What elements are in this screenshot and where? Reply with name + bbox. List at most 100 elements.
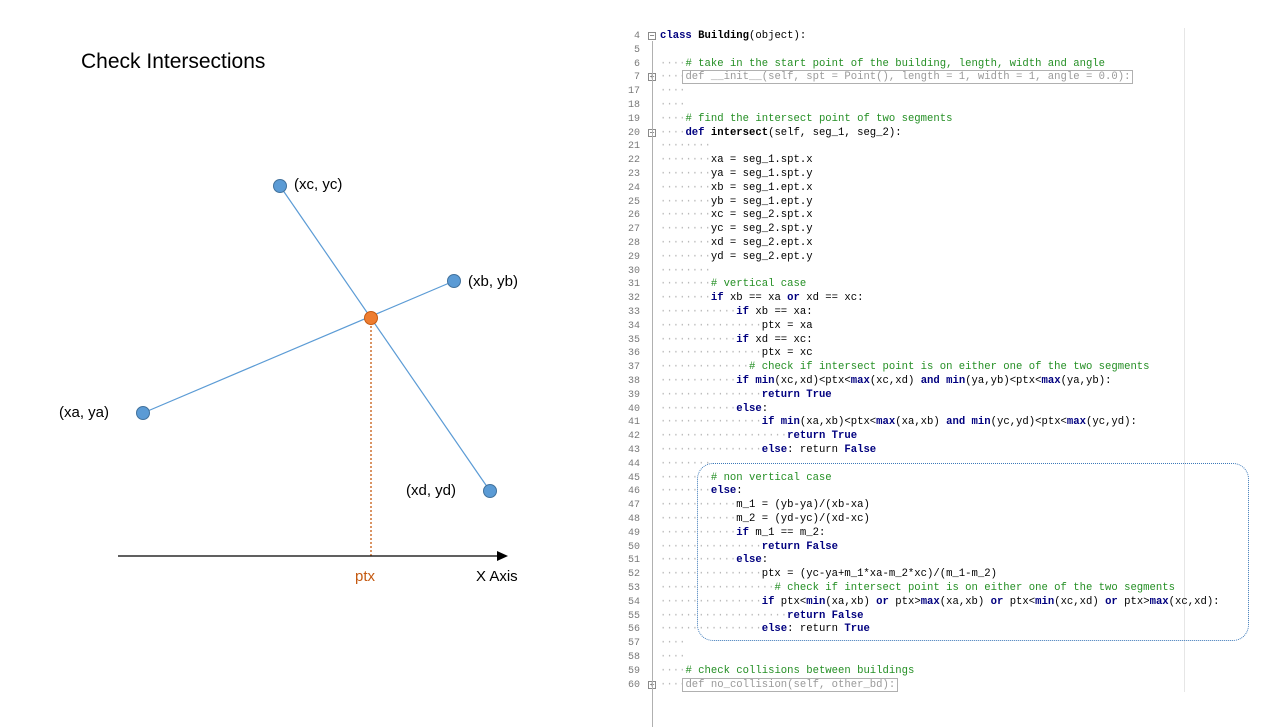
- code-text: ················else: return False: [660, 444, 876, 458]
- indent-guide: ············: [660, 375, 737, 387]
- indent-guide: ············: [660, 306, 737, 318]
- code-token: yc = seg_2.spt.y: [710, 223, 813, 236]
- code-token: (ya,yb)<ptx<: [965, 375, 1042, 387]
- code-token: if: [736, 375, 756, 387]
- code-line: 59 ····# check collisions between buildin…: [618, 665, 1184, 679]
- code-line: 31 ········# vertical case: [618, 278, 1184, 292]
- code-token: ptx>: [1124, 595, 1150, 608]
- code-text: ········yb = seg_1.ept.y: [660, 196, 813, 210]
- code-token: min: [971, 416, 991, 429]
- code-line: 60+····def no_collision(self, other_bd):: [618, 677, 1184, 693]
- line-number: 28: [627, 238, 640, 249]
- code-text: ····················return True: [660, 430, 857, 444]
- line-number: 38: [627, 376, 640, 387]
- code-line: 22 ········xa = seg_1.spt.x: [618, 154, 1184, 168]
- indent-guide: ············: [660, 554, 737, 567]
- code-token: and: [946, 416, 972, 429]
- code-editor[interactable]: 4− class Building(object): 5 6 ····# take in…: [618, 28, 1220, 727]
- line-number: 57: [627, 638, 640, 650]
- indent-guide: ····: [660, 664, 686, 677]
- code-token: xd == xc:: [806, 292, 864, 305]
- code-line: 40 ············else:: [618, 403, 1184, 417]
- code-line: 48 ············m_2 = (yd-yc)/(xd-xc): [618, 513, 1184, 527]
- code-text: ····: [660, 99, 685, 113]
- code-line: 58 ····: [618, 651, 1184, 665]
- code-token: intersect: [710, 126, 769, 139]
- code-text: ····# take in the start point of the bui…: [660, 58, 1105, 72]
- non-vertical-case-highlight: [697, 463, 1249, 641]
- fold-guide: [652, 137, 653, 727]
- code-text: ············if xd == xc:: [660, 334, 813, 348]
- code-token: True: [806, 388, 832, 401]
- code-token: xb == xa: [729, 292, 788, 305]
- indent-guide: ····: [660, 99, 686, 111]
- code-text: ····def no_collision(self, other_bd):: [660, 677, 899, 693]
- code-text: ········if xb == xa or xd == xc:: [660, 292, 863, 306]
- code-token: : return: [787, 444, 845, 456]
- code-token: (xc,xd)<ptx<: [774, 375, 851, 387]
- code-text: ····def __init__(self, spt = Point(), le…: [660, 70, 1134, 85]
- code-token: ptx = xc: [761, 347, 813, 360]
- code-text: ················if ptx<min(xa,xb) or ptx…: [660, 596, 1220, 610]
- point-b: [447, 274, 461, 288]
- code-token: if: [736, 526, 756, 539]
- line-number: 47: [627, 500, 640, 512]
- code-token: (xc,xd): [1054, 595, 1106, 608]
- code-line: 50 ················return False: [618, 541, 1184, 555]
- code-token: ya = seg_1.spt.y: [710, 168, 813, 180]
- line-number: 37: [627, 362, 640, 374]
- indent-guide: ········: [660, 485, 711, 498]
- code-token: xd = seg_2.ept.x: [710, 237, 813, 249]
- code-token: max: [876, 416, 896, 429]
- code-token: (xa,xb): [825, 595, 877, 608]
- code-token: ptx = (yc-ya+m_1*xa-m_2*xc)/(m_1-m_2): [761, 568, 997, 581]
- code-text: ················else: return True: [660, 623, 870, 637]
- code-token: yb = seg_1.ept.y: [710, 195, 813, 208]
- code-text: ················return False: [660, 541, 838, 555]
- segment-c-d: [279, 185, 491, 492]
- code-text: ················if min(xa,xb)<ptx<max(xa…: [660, 416, 1137, 430]
- indent-guide: ········: [660, 237, 711, 249]
- line-number: 52: [627, 569, 640, 581]
- code-line: 52 ················ptx = (yc-ya+m_1*xa-m_…: [618, 568, 1184, 582]
- code-token: (xc,xd): [869, 375, 921, 387]
- indent-guide: ················: [660, 595, 762, 608]
- code-token: return: [787, 609, 832, 622]
- indent-guide: ············: [660, 402, 737, 415]
- code-token: (xc,xd):: [1168, 595, 1220, 608]
- line-number: 44: [627, 458, 640, 470]
- code-line: 4− class Building(object):: [618, 30, 1184, 44]
- x-axis-arrowhead: [497, 551, 508, 561]
- code-text: class Building(object):: [660, 30, 806, 44]
- code-token: def __init__(self, spt = Point(), length…: [682, 70, 1134, 85]
- code-line: 29 ········yd = seg_2.ept.y: [618, 251, 1184, 265]
- code-token: (yc,yd)<ptx<: [990, 416, 1067, 429]
- code-token: xb == xa:: [755, 306, 813, 318]
- indent-guide: ················: [660, 568, 762, 581]
- code-token: and: [920, 375, 947, 387]
- code-token: else: [736, 554, 762, 567]
- code-text: ········xc = seg_2.spt.x: [660, 209, 813, 223]
- indent-guide: ········: [660, 457, 711, 470]
- code-token: : return: [787, 623, 845, 636]
- code-text: ········yd = seg_2.ept.y: [660, 251, 813, 265]
- fold-collapse-icon[interactable]: −: [648, 31, 656, 40]
- line-number: 40: [627, 403, 640, 415]
- line-number: 26: [627, 210, 640, 222]
- code-line: 21 ········: [618, 140, 1184, 154]
- code-line: 34 ················ptx = xa: [618, 320, 1184, 334]
- code-token: True: [831, 430, 858, 443]
- code-token: max: [920, 595, 940, 608]
- code-line: 26 ········xc = seg_2.spt.x: [618, 209, 1184, 223]
- line-number: 54: [627, 596, 640, 608]
- indent-guide: ········: [660, 168, 711, 180]
- code-text: ········: [660, 265, 711, 279]
- code-token: False: [831, 609, 864, 622]
- line-number: 20: [627, 127, 640, 139]
- code-text: ············if min(xc,xd)<ptx<max(xc,xd)…: [660, 375, 1111, 389]
- line-number: 46: [627, 486, 640, 498]
- line-number: 55: [627, 610, 640, 622]
- code-text: ········ya = seg_1.spt.y: [660, 168, 813, 182]
- code-text: ········xd = seg_2.ept.x: [660, 237, 813, 251]
- code-token: # check if intersect point is on either …: [774, 582, 1175, 594]
